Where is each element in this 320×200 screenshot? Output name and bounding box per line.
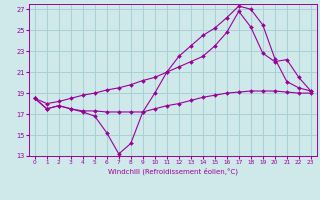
X-axis label: Windchill (Refroidissement éolien,°C): Windchill (Refroidissement éolien,°C) — [108, 167, 238, 175]
